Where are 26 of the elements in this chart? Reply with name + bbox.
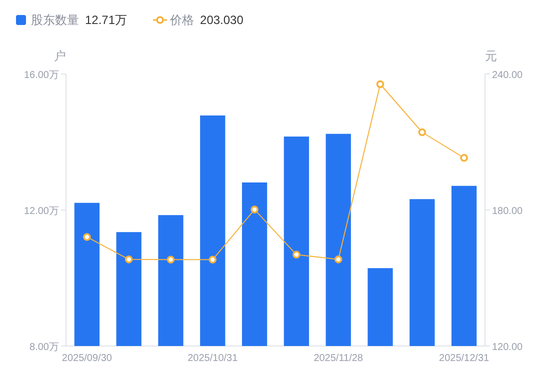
point xyxy=(376,80,384,88)
y-tick-label: 8.00万 xyxy=(30,342,59,353)
point xyxy=(166,256,175,264)
point xyxy=(418,128,426,136)
point xyxy=(250,206,258,214)
x-tick-label: 2025/10/31 xyxy=(188,353,238,364)
point xyxy=(460,154,468,162)
point xyxy=(208,256,217,264)
y-axis-title: 户 xyxy=(54,49,66,63)
point xyxy=(334,256,342,264)
x-tick-label: 2025/09/30 xyxy=(62,353,112,364)
y-tick-label: 16.00万 xyxy=(24,70,59,81)
y2-tick-label: 240.00 xyxy=(492,70,524,81)
text: 12.71万 xyxy=(85,13,128,27)
point xyxy=(124,256,133,264)
y-tick-label: 12.00万 xyxy=(24,206,59,217)
y2-axis-title: 元 xyxy=(485,49,497,63)
point xyxy=(292,250,300,259)
legend-label: 价格 xyxy=(169,13,194,27)
text: 203.030 xyxy=(200,13,244,27)
y2-tick-label: 120.00 xyxy=(492,342,524,353)
x-tick-label: 2025/11/28 xyxy=(314,353,364,364)
legend-label: 股东数量 xyxy=(31,13,79,27)
point xyxy=(83,233,91,241)
x-tick-label: 2025/12/31 xyxy=(439,353,490,364)
y2-tick-label: 180.00 xyxy=(492,206,524,217)
